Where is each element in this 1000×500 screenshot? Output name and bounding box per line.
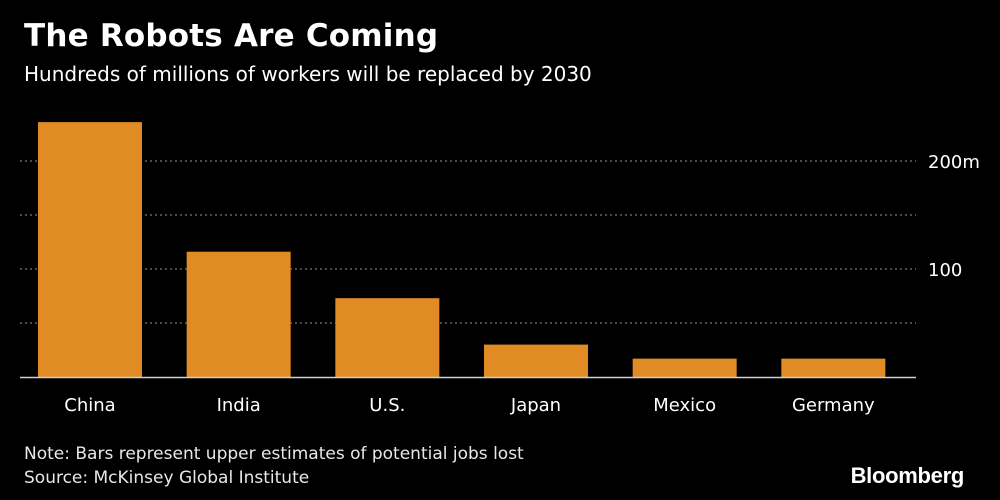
y-tick-label: 100 — [928, 260, 962, 281]
x-tick-label: Mexico — [653, 395, 716, 416]
bar-india — [186, 251, 291, 377]
bar-mexico — [632, 358, 737, 377]
chart-note: Note: Bars represent upper estimates of … — [24, 444, 524, 464]
bar-japan — [484, 344, 588, 377]
bar-chart: China India U.S. Japan Mexico Germany 200m 100 — [20, 122, 980, 416]
x-tick-label: China — [64, 395, 115, 416]
bloomberg-logo: Bloomberg — [850, 463, 965, 488]
chart-title: The Robots Are Coming — [24, 18, 439, 54]
x-tick-label: India — [217, 395, 261, 416]
x-tick-label: Germany — [792, 395, 875, 416]
x-tick-label: U.S. — [369, 395, 405, 416]
x-tick-label: Japan — [510, 395, 561, 416]
chart-subtitle: Hundreds of millions of workers will be … — [24, 62, 592, 86]
bar-germany — [781, 358, 886, 377]
y-tick-label: 200m — [928, 152, 980, 173]
chart-source: Source: McKinsey Global Institute — [24, 468, 310, 488]
bar-china — [38, 122, 142, 378]
bar-us — [335, 298, 440, 377]
